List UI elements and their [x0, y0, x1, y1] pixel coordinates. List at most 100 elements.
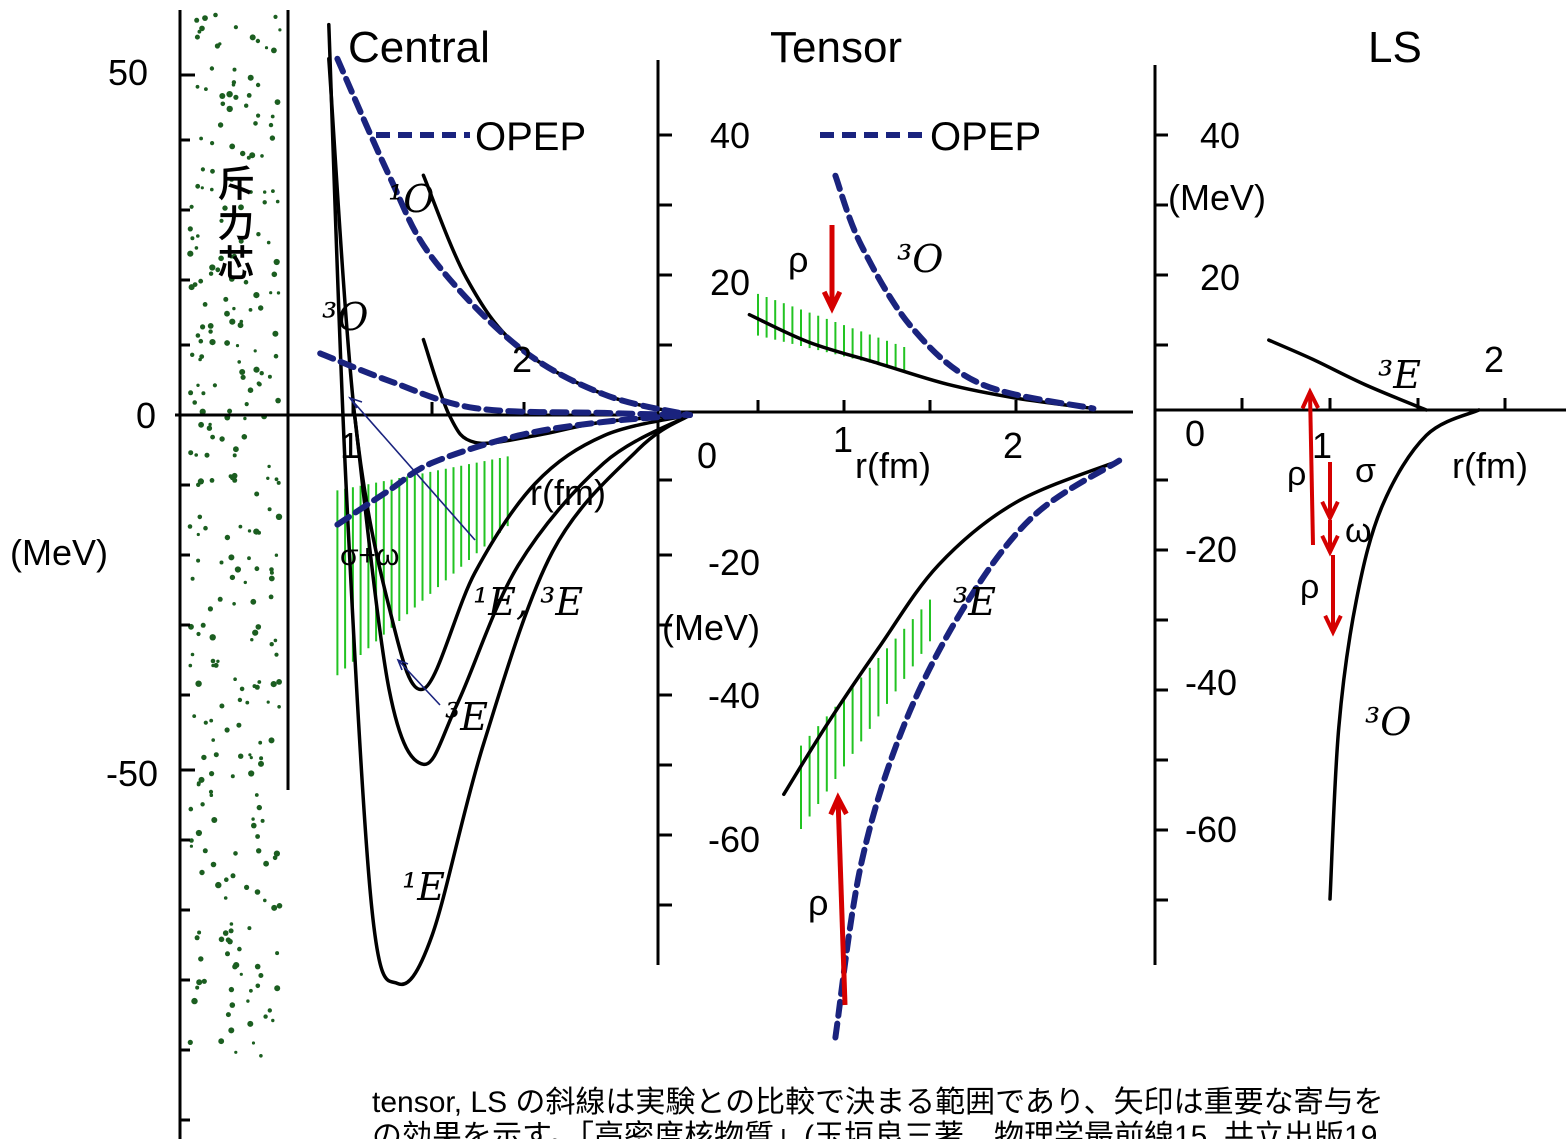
- core-dot: [195, 84, 200, 89]
- core-dot: [269, 642, 274, 647]
- core-dot: [268, 594, 274, 600]
- core-dot: [273, 638, 278, 643]
- core-dot: [212, 383, 217, 388]
- core-dot: [223, 296, 229, 302]
- core-dot: [199, 25, 205, 32]
- core-dot: [240, 150, 246, 157]
- core-dot: [208, 271, 214, 276]
- core-dot: [226, 91, 233, 98]
- core-dot: [255, 624, 262, 630]
- core-dot: [258, 973, 264, 978]
- potential-curve-1: [747, 312, 1096, 411]
- core-dot: [189, 838, 194, 843]
- core-dot: [211, 663, 215, 668]
- core-dot: [276, 903, 283, 909]
- core-dot: [198, 776, 205, 783]
- core-dot: [269, 567, 274, 572]
- core-dot: [200, 167, 205, 172]
- core-dot: [254, 491, 260, 497]
- ls-ytick-40: 40: [1200, 115, 1240, 156]
- core-dot: [196, 558, 201, 563]
- core-dot: [243, 279, 249, 285]
- tensor-ytick-minus40: -40: [708, 675, 760, 716]
- core-dot: [269, 570, 274, 575]
- core-dot: [239, 369, 246, 375]
- core-dot: [210, 187, 214, 192]
- core-dot: [264, 46, 269, 50]
- core-dot: [211, 817, 218, 823]
- core-dot: [202, 15, 208, 21]
- core-dot: [268, 737, 275, 744]
- ls-ytick-20: 20: [1200, 257, 1240, 298]
- core-dot: [209, 718, 214, 723]
- central-label-3O: ³O: [322, 295, 368, 339]
- caption-line-1: tensor, LS の斜線は実験との比較で決まる範囲であり、矢印は重要な寄与を: [372, 1086, 1384, 1119]
- core-dot: [252, 684, 257, 689]
- core-dot: [247, 1020, 254, 1027]
- core-dot: [239, 319, 244, 324]
- opep-curve-1: [832, 172, 1097, 412]
- core-dot: [273, 353, 279, 359]
- core-dot: [277, 705, 281, 709]
- core-dot: [188, 284, 195, 291]
- core-dot: [237, 697, 243, 703]
- core-dot: [219, 560, 224, 565]
- core-dot: [195, 333, 201, 338]
- central-label-3E: ³E: [445, 695, 488, 739]
- core-dot: [272, 855, 278, 861]
- tensor-ytick-minus60: -60: [708, 819, 760, 860]
- ls-xtick-1: 1: [1312, 425, 1332, 466]
- core-dot: [218, 255, 224, 262]
- core-dot: [276, 480, 281, 485]
- core-dot: [262, 200, 267, 205]
- core-dot: [225, 951, 230, 957]
- core-dot: [238, 238, 244, 244]
- core-dot: [271, 271, 278, 278]
- core-dot: [230, 873, 236, 879]
- core-dot: [230, 475, 235, 481]
- tensor-xlabel: r(fm): [855, 445, 931, 486]
- core-dot: [238, 524, 243, 529]
- central-xlabel: r(fm): [530, 472, 606, 513]
- core-dot: [258, 305, 264, 311]
- core-dot: [237, 360, 241, 364]
- core-dot: [207, 606, 213, 612]
- core-dot: [251, 822, 257, 829]
- ls-ytick-minus20: -20: [1185, 529, 1237, 570]
- core-dot: [204, 87, 208, 91]
- core-dot: [194, 34, 200, 40]
- core-dot: [270, 114, 275, 119]
- core-dot: [229, 254, 234, 259]
- core-dot: [229, 318, 236, 325]
- core-dot: [199, 354, 205, 359]
- core-dot: [245, 700, 250, 705]
- core-dot: [213, 752, 219, 758]
- opep-curve-0: [317, 350, 693, 418]
- core-dot: [269, 291, 273, 295]
- core-dot: [229, 177, 235, 182]
- core-dot: [219, 703, 225, 709]
- core-dot: [198, 956, 204, 962]
- repulsive-core-char: 力: [218, 203, 254, 244]
- core-dot: [196, 979, 203, 986]
- core-dot: [192, 714, 197, 718]
- core-dot: [248, 753, 252, 757]
- core-dot: [197, 29, 202, 34]
- core-dot: [200, 802, 205, 807]
- core-dot: [219, 218, 224, 223]
- opep-curve-0: [334, 55, 693, 418]
- core-dot: [213, 12, 218, 18]
- contribution-arrows: [821, 225, 1343, 1006]
- hatched-bands: [336, 293, 931, 829]
- core-dot: [275, 951, 280, 956]
- core-dot: [209, 478, 215, 483]
- core-dot: [201, 978, 207, 984]
- tensor-title: Tensor: [770, 23, 902, 72]
- repulsive-core-char: 斥: [218, 163, 254, 204]
- core-dot: [200, 622, 206, 628]
- potential-curve-1: [782, 458, 1121, 797]
- core-dot: [254, 566, 260, 572]
- ls-label-3O: ³O: [1365, 700, 1411, 744]
- core-dot: [263, 898, 267, 903]
